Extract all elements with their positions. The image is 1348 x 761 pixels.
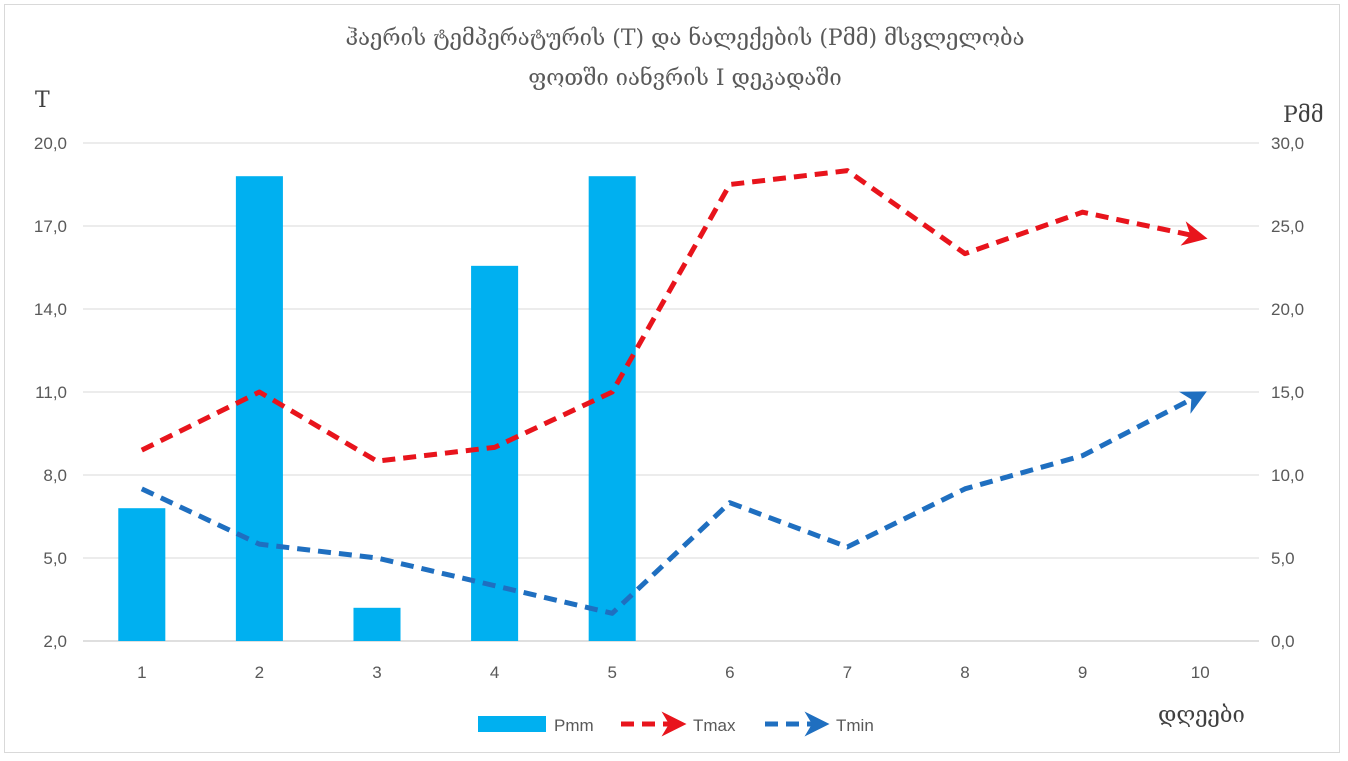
- bar-pmm-day-4: [471, 265, 519, 641]
- bar-pmm-day-3: [353, 607, 401, 641]
- right-axis-tick-label: 5,0: [1271, 549, 1295, 568]
- x-axis-tick-label: 6: [725, 663, 734, 682]
- legend-label-tmax: Tmax: [693, 716, 736, 735]
- left-axis-tick-label: 5,0: [43, 549, 67, 568]
- legend-swatch-pmm: [478, 716, 546, 732]
- bar-pmm-day-2: [235, 176, 283, 641]
- legend: Pmm Tmax Tmin: [478, 711, 874, 737]
- x-axis-label: დღეები: [1158, 703, 1245, 728]
- chart-title-line-2: ფოთში იანვრის I დეკადაში: [528, 65, 841, 91]
- x-axis-tick-label: 1: [137, 663, 146, 682]
- legend-label-pmm: Pmm: [554, 716, 594, 735]
- left-axis-tick-label: 2,0: [43, 632, 67, 651]
- x-axis-tick-label: 9: [1078, 663, 1087, 682]
- right-axis-tick-label: 20,0: [1271, 300, 1304, 319]
- line-series: [140, 168, 1208, 616]
- combo-chart: ჰაერის ტემპერატურის (T) და ნალექების (Pმ…: [34, 25, 1324, 737]
- left-axis-tick-label: 20,0: [34, 134, 67, 153]
- chart-area: ჰაერის ტემპერატურის (T) და ნალექების (Pმ…: [4, 4, 1340, 753]
- line-tmin: [140, 391, 1207, 616]
- left-axis-label: T: [35, 88, 50, 113]
- x-axis-tick-label: 8: [960, 663, 969, 682]
- right-axis-tick-label: 15,0: [1271, 383, 1304, 402]
- left-axis-tick-label: 8,0: [43, 466, 67, 485]
- x-axis-tick-label: 5: [607, 663, 616, 682]
- x-axis-tick-label: 7: [843, 663, 852, 682]
- right-axis-tick-label: 25,0: [1271, 217, 1304, 236]
- line-tmax: [140, 168, 1208, 464]
- right-axis-tick-label: 10,0: [1271, 466, 1304, 485]
- legend-label-tmin: Tmin: [836, 716, 874, 735]
- right-axis-tick-label: 0,0: [1271, 632, 1295, 651]
- chart-title-line-1: ჰაერის ტემპერატურის (T) და ნალექების (Pმ…: [346, 25, 1025, 51]
- left-axis-tick-label: 14,0: [34, 300, 67, 319]
- x-axis-tick-label: 3: [372, 663, 381, 682]
- bar-pmm-day-1: [118, 508, 166, 641]
- left-axis-tick-label: 11,0: [35, 383, 67, 402]
- right-axis-label: Pმმ: [1283, 103, 1324, 128]
- x-axis-tick-label: 10: [1191, 663, 1210, 682]
- x-axis-tick-label: 4: [490, 663, 499, 682]
- x-axis-tick-label: 2: [255, 663, 264, 682]
- axis-ticks: 2,0 0,0 5,0 5,0 8,0 10,0 11,0 15,0 14,0 20,0 17,0 2…: [34, 134, 1304, 682]
- bar-series-pmm: [118, 176, 636, 641]
- bar-pmm-day-5: [588, 176, 636, 641]
- left-axis-tick-label: 17,0: [34, 217, 67, 236]
- right-axis-tick-label: 30,0: [1271, 134, 1304, 153]
